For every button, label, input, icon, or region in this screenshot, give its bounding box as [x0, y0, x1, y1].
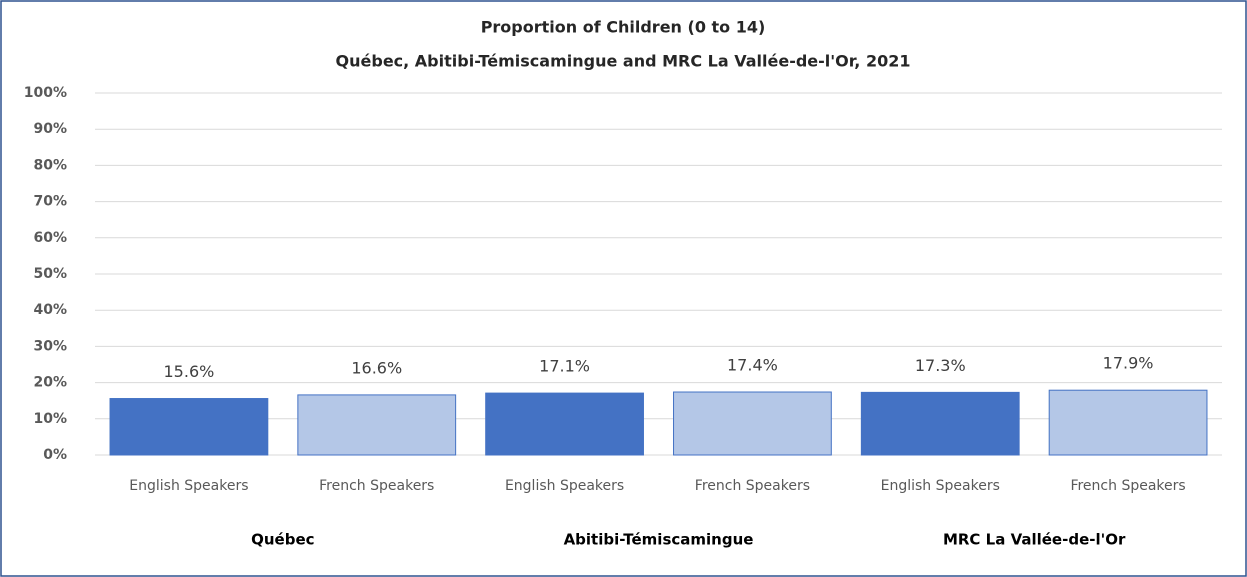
x-tick-label: French Speakers	[695, 478, 810, 494]
x-tick-label: French Speakers	[1070, 478, 1185, 494]
y-tick-label: 50%	[33, 266, 67, 282]
x-tick-label: French Speakers	[319, 478, 434, 494]
group-label: Abitibi-Témiscamingue	[564, 531, 754, 549]
bar	[297, 394, 457, 456]
group-label: Québec	[251, 531, 314, 549]
data-label: 17.4%	[727, 356, 778, 375]
data-label: 15.6%	[164, 362, 215, 381]
y-tick-label: 30%	[33, 338, 67, 354]
y-tick-label: 20%	[33, 375, 67, 391]
chart-title: Proportion of Children (0 to 14)	[481, 18, 766, 37]
y-tick-label: 0%	[43, 447, 67, 463]
data-label: 17.3%	[915, 356, 966, 375]
x-tick-label: English Speakers	[881, 478, 1000, 494]
y-tick-label: 70%	[33, 194, 67, 210]
y-tick-label: 10%	[33, 411, 67, 427]
bar	[485, 392, 644, 456]
chart-subtitle: Québec, Abitibi-Témiscamingue and MRC La…	[336, 52, 911, 71]
group-label: MRC La Vallée-de-l'Or	[943, 531, 1126, 549]
y-tick-label: 80%	[33, 157, 67, 173]
y-tick-label: 90%	[33, 121, 67, 137]
bar	[860, 391, 1020, 456]
bar	[673, 391, 832, 456]
bar	[1048, 389, 1208, 456]
data-label: 17.9%	[1103, 354, 1154, 373]
data-label: 16.6%	[351, 358, 402, 377]
y-tick-label: 40%	[33, 302, 67, 318]
x-tick-label: English Speakers	[129, 478, 248, 494]
x-tick-label: English Speakers	[505, 478, 624, 494]
bar	[109, 398, 269, 456]
y-tick-label: 100%	[24, 85, 67, 101]
y-tick-label: 60%	[33, 230, 67, 246]
data-label: 17.1%	[539, 357, 590, 376]
